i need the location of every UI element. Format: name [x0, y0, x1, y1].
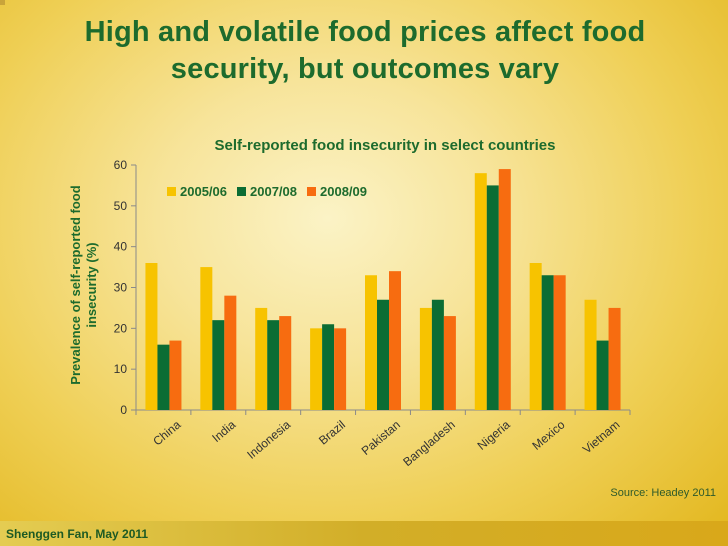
- bar: [310, 328, 323, 410]
- footer-bar: [0, 521, 728, 546]
- x-tick-label: Brazil: [316, 418, 348, 448]
- bar: [377, 299, 389, 410]
- legend-swatch: [307, 187, 316, 196]
- y-axis-label: Prevalence of self-reported food insecur…: [68, 185, 99, 384]
- y-tick-label: 0: [120, 403, 127, 417]
- legend-label: 2008/09: [320, 184, 367, 199]
- bar: [322, 324, 335, 410]
- y-axis-label-line-1: Prevalence of self-reported food: [68, 185, 83, 384]
- y-axis-label-line-2: insecurity (%): [84, 242, 99, 327]
- bar: [145, 263, 158, 410]
- legend-label: 2007/08: [250, 184, 297, 199]
- bar: [389, 271, 401, 410]
- legend-swatch: [167, 187, 176, 196]
- plot-area: 0 10 20 30 40 50 60 China India Indonesia Brazil Pa…: [114, 158, 631, 469]
- bar: [334, 328, 347, 410]
- y-tick-label: 20: [114, 321, 128, 335]
- bar: [443, 316, 456, 410]
- slide-title: High and volatile food prices affect foo…: [84, 16, 646, 85]
- author-footer: Shenggen Fan, May 2011: [6, 527, 149, 541]
- y-tick-label: 60: [114, 158, 128, 172]
- bar: [267, 320, 280, 410]
- x-tick-label: Vietnam: [580, 418, 623, 457]
- bar: [553, 275, 566, 410]
- y-tick-label: 40: [114, 240, 128, 254]
- bar: [584, 299, 597, 410]
- bar: [255, 307, 268, 410]
- bar-chart: Self-reported food insecurity in select …: [68, 137, 631, 469]
- x-tick-label: Bangladesh: [400, 418, 458, 469]
- x-tick-label: Indonesia: [244, 417, 293, 461]
- bar: [608, 307, 621, 410]
- bar: [212, 320, 225, 410]
- bar: [157, 344, 170, 410]
- bar: [279, 316, 292, 410]
- y-tick-label: 50: [114, 199, 128, 213]
- x-tick-label: India: [209, 417, 238, 445]
- x-tick-label: Nigeria: [475, 417, 513, 452]
- bar: [419, 307, 432, 410]
- bar: [596, 340, 609, 410]
- chart-title: Self-reported food insecurity in select …: [215, 137, 556, 154]
- legend-swatch: [237, 187, 246, 196]
- bar: [529, 263, 542, 410]
- bar: [169, 340, 182, 410]
- y-tick-label: 30: [114, 281, 128, 295]
- corner-mark: [0, 0, 5, 5]
- x-tick-label: Pakistan: [359, 418, 403, 458]
- bar: [431, 299, 444, 410]
- legend-label: 2005/06: [180, 184, 227, 199]
- x-tick-label: Mexico: [529, 417, 567, 452]
- bar: [541, 275, 554, 410]
- bar: [365, 275, 377, 410]
- bar: [224, 295, 237, 410]
- bar: [200, 267, 213, 410]
- x-tick-label: China: [150, 417, 183, 448]
- bar: [474, 173, 487, 410]
- y-tick-label: 10: [114, 362, 128, 376]
- source-note: Source: Headey 2011: [610, 487, 716, 499]
- bar: [486, 185, 499, 410]
- bar: [498, 169, 511, 410]
